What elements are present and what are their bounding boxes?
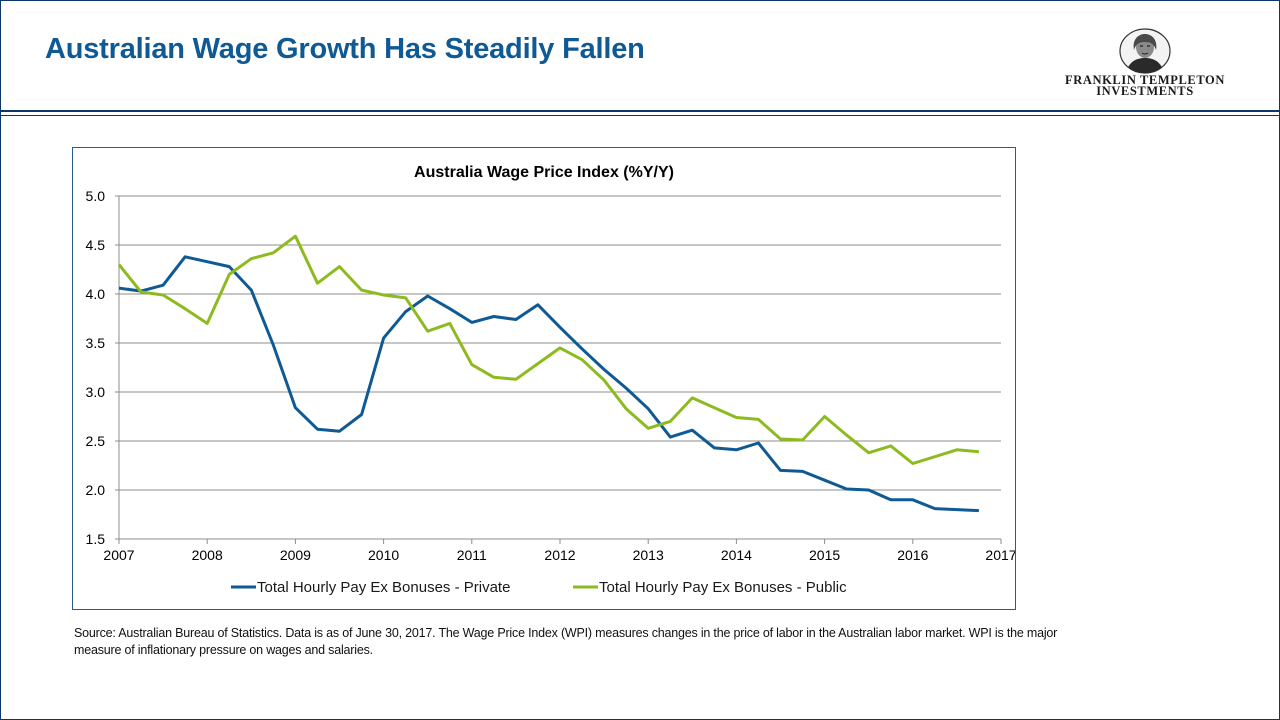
- x-tick-label: 2017: [985, 547, 1015, 563]
- x-tick-label: 2007: [103, 547, 134, 563]
- y-tick-label: 5.0: [86, 188, 106, 204]
- chart-title: Australia Wage Price Index (%Y/Y): [414, 164, 674, 181]
- x-tick-label: 2009: [280, 547, 311, 563]
- header-divider-thin: [1, 115, 1279, 116]
- legend-label: Total Hourly Pay Ex Bonuses - Public: [599, 579, 847, 596]
- y-tick-label: 3.5: [86, 335, 106, 351]
- x-tick-label: 2014: [721, 547, 752, 563]
- x-tick-label: 2015: [809, 547, 840, 563]
- logo-text-line1: FRANKLIN TEMPLETON: [1064, 73, 1225, 87]
- grid-layer: [119, 195, 1001, 491]
- slide-title: Australian Wage Growth Has Steadily Fall…: [45, 33, 645, 65]
- y-tick-label: 4.5: [86, 237, 106, 253]
- x-tick-label: 2013: [633, 547, 664, 563]
- franklin-templeton-logo: FRANKLIN TEMPLETON INVESTMENTS: [1050, 28, 1240, 98]
- series-line-public: [117, 234, 980, 465]
- y-tick-label: 3.0: [86, 384, 106, 400]
- legend-label: Total Hourly Pay Ex Bonuses - Private: [257, 579, 510, 596]
- x-tick-label: 2008: [192, 547, 223, 563]
- x-tick-label: 2010: [368, 547, 399, 563]
- axis-layer: 1.5 2.0 2.5 3.0 3.5 4.0 4.5 5.0 2007 2008 2009 2010…: [86, 188, 1015, 563]
- source-note: Source: Australian Bureau of Statistics.…: [74, 626, 1058, 657]
- benjamin-franklin-portrait-icon: [1119, 28, 1171, 74]
- series-line-private: [118, 255, 979, 513]
- x-tick-label: 2011: [457, 547, 487, 563]
- x-tick-label: 2016: [897, 547, 928, 563]
- line-chart: Australia Wage Price Index (%Y/Y) 1.5 2.0…: [86, 164, 1015, 596]
- legend-item-private: Total Hourly Pay Ex Bonuses - Private: [231, 579, 510, 596]
- y-tick-label: 2.5: [86, 433, 106, 449]
- logo-text-line2: INVESTMENTS: [1096, 84, 1194, 98]
- series-layer: [117, 234, 980, 513]
- header-divider: [1, 110, 1279, 112]
- chart-panel: Australia Wage Price Index (%Y/Y) 1.5 2.0…: [72, 147, 1016, 610]
- legend: Total Hourly Pay Ex Bonuses - Private Tot…: [231, 579, 847, 596]
- y-tick-label: 4.0: [86, 286, 106, 302]
- x-tick-label: 2012: [544, 547, 575, 563]
- legend-item-public: Total Hourly Pay Ex Bonuses - Public: [573, 579, 847, 596]
- y-tick-label: 1.5: [86, 531, 106, 547]
- y-tick-label: 2.0: [86, 482, 106, 498]
